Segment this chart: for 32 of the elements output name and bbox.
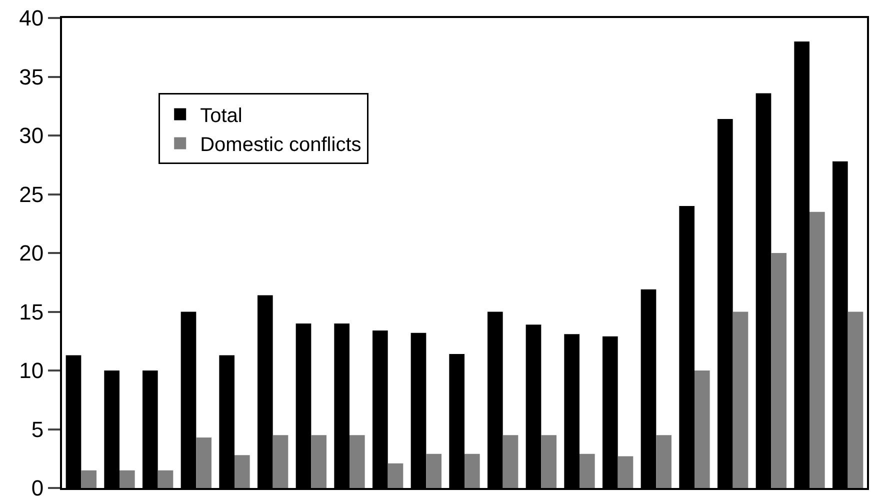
- bar: [388, 463, 404, 488]
- bar: [464, 454, 480, 488]
- bar: [580, 454, 595, 488]
- y-tick-label: 30: [19, 123, 44, 148]
- bar: [158, 470, 174, 488]
- y-tick-label: 15: [19, 299, 44, 324]
- y-tick-label: 20: [19, 240, 44, 266]
- y-tick-label: 10: [19, 358, 44, 384]
- y-tick-label: 25: [19, 182, 44, 207]
- bar: [541, 435, 556, 488]
- bar: [311, 435, 326, 488]
- bar: [426, 454, 442, 488]
- bar: [656, 435, 672, 488]
- bar: [810, 212, 825, 488]
- bar: [120, 470, 135, 488]
- bar: [732, 312, 748, 488]
- bar: [81, 470, 96, 488]
- y-tick-label: 35: [19, 64, 44, 90]
- bar: [234, 455, 250, 488]
- bar: [848, 312, 864, 488]
- bar: [272, 435, 288, 488]
- legend-label: Total: [200, 105, 242, 127]
- y-tick-label: 0: [31, 476, 44, 501]
- bar: [350, 435, 365, 488]
- bar: [694, 370, 710, 488]
- y-tick-label: 40: [19, 6, 44, 31]
- bar: [771, 253, 786, 488]
- bar: [502, 435, 518, 488]
- bar: [196, 437, 212, 488]
- legend-label: Domestic conflicts: [200, 134, 362, 156]
- y-tick-label: 5: [31, 416, 44, 442]
- bar: [618, 456, 634, 488]
